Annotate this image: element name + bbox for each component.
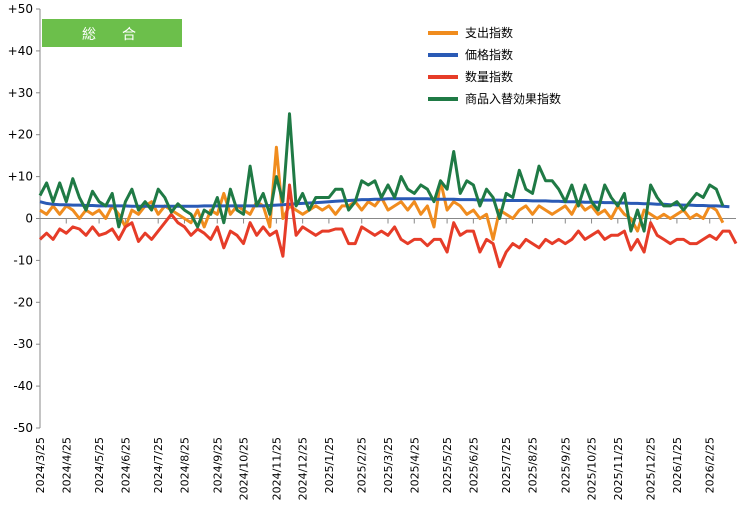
x-tick-label: 2025/4/25 — [408, 437, 421, 493]
x-tick-label: 2025/12/25 — [645, 437, 658, 500]
y-tick-label: -50 — [13, 421, 33, 435]
legend-label: 価格指数 — [465, 47, 513, 62]
y-tick-label: +20 — [8, 128, 33, 142]
x-tick-label: 2025/11/25 — [612, 437, 625, 500]
x-tick-label: 2025/1/25 — [323, 437, 336, 493]
y-tick-label: +30 — [8, 86, 33, 100]
x-tick-label: 2026/2/25 — [704, 437, 717, 493]
x-tick-label: 2024/7/25 — [152, 437, 165, 493]
x-axis-ticks: 2024/3/25 2024/4/25 2024/5/25 2024/6/25 2024… — [34, 218, 717, 500]
series-lines — [38, 112, 738, 269]
x-tick-label: 2026/1/25 — [671, 437, 684, 493]
x-tick-label: 2025/3/25 — [382, 437, 395, 493]
y-axis-ticks: +50 +40 +30 +20 +10 0 -10 -20 -30 -40 -50 — [8, 2, 40, 435]
badge-background — [42, 19, 182, 47]
series-line-2 — [38, 183, 738, 269]
x-tick-label: 2024/8/25 — [178, 437, 191, 493]
legend-label: 支出指数 — [465, 25, 513, 40]
y-tick-label: +50 — [8, 2, 33, 16]
category-badge: 総 合 — [42, 19, 182, 47]
x-tick-label: 2024/6/25 — [119, 437, 132, 493]
x-tick-label: 2025/7/25 — [500, 437, 513, 493]
x-tick-label: 2025/2/25 — [356, 437, 369, 493]
x-tick-label: 2025/8/25 — [526, 437, 539, 493]
x-tick-label: 2024/12/25 — [297, 437, 310, 500]
series-line-3 — [38, 112, 725, 233]
y-tick-label: -20 — [13, 295, 33, 309]
y-tick-label: 0 — [25, 212, 33, 226]
x-tick-label: 2024/10/25 — [238, 437, 251, 500]
x-tick-label: 2024/5/25 — [93, 437, 106, 493]
x-tick-label: 2024/11/25 — [270, 437, 283, 500]
y-tick-label: -10 — [13, 253, 33, 267]
legend-label: 商品入替効果指数 — [465, 91, 561, 106]
x-tick-label: 2025/10/25 — [586, 437, 599, 500]
x-tick-label: 2025/5/25 — [441, 437, 454, 493]
x-tick-label: 2024/9/25 — [211, 437, 224, 493]
y-tick-label: +40 — [8, 44, 33, 58]
x-tick-label: 2024/3/25 — [34, 437, 47, 493]
badge-label: 総 合 — [82, 27, 142, 43]
y-tick-label: -30 — [13, 337, 33, 351]
legend-label: 数量指数 — [465, 69, 513, 84]
y-tick-label: +10 — [8, 170, 33, 184]
x-tick-label: 2024/4/25 — [60, 437, 73, 493]
series-line-0 — [39, 145, 725, 241]
y-tick-label: -40 — [13, 379, 33, 393]
x-tick-label: 2025/6/25 — [467, 437, 480, 493]
x-tick-label: 2025/9/25 — [559, 437, 572, 493]
